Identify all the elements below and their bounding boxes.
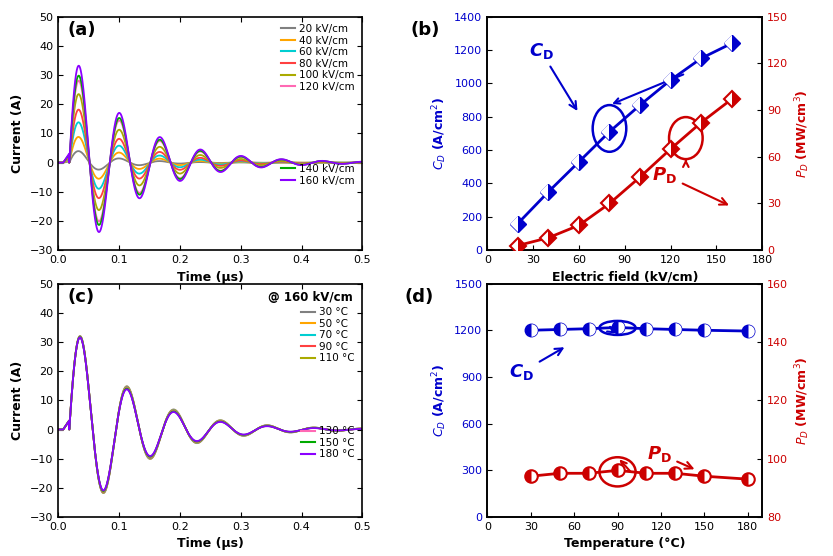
Y-axis label: $C_D$ (A/cm$^2$): $C_D$ (A/cm$^2$)	[430, 97, 449, 170]
Text: (a): (a)	[67, 21, 96, 39]
X-axis label: Time (μs): Time (μs)	[177, 271, 244, 284]
Text: (b): (b)	[411, 21, 440, 39]
X-axis label: Electric field (kV/cm): Electric field (kV/cm)	[551, 271, 698, 284]
Y-axis label: $P_D$ (MW/cm$^3$): $P_D$ (MW/cm$^3$)	[794, 89, 812, 178]
Text: (d): (d)	[405, 288, 434, 306]
X-axis label: Temperature (°C): Temperature (°C)	[564, 538, 686, 550]
Legend: 130 °C, 150 °C, 180 °C: 130 °C, 150 °C, 180 °C	[298, 424, 357, 461]
Text: $\bfit{C}_{\rm\bf D}$: $\bfit{C}_{\rm\bf D}$	[509, 349, 562, 382]
X-axis label: Time (μs): Time (μs)	[177, 538, 244, 550]
Legend: 140 kV/cm, 160 kV/cm: 140 kV/cm, 160 kV/cm	[278, 162, 357, 188]
Y-axis label: $C_D$ (A/cm$^2$): $C_D$ (A/cm$^2$)	[430, 364, 449, 437]
Text: $\bfit{P}_{\rm\bf D}$: $\bfit{P}_{\rm\bf D}$	[652, 165, 727, 205]
Y-axis label: Current (A): Current (A)	[12, 94, 24, 173]
Y-axis label: Current (A): Current (A)	[12, 361, 24, 440]
Text: (c): (c)	[67, 288, 95, 306]
Text: $\bfit{C}_{\rm\bf D}$: $\bfit{C}_{\rm\bf D}$	[528, 41, 576, 109]
Text: @ 160 kV/cm: @ 160 kV/cm	[268, 291, 353, 304]
Text: $\bfit{P}_{\rm\bf D}$: $\bfit{P}_{\rm\bf D}$	[646, 444, 692, 469]
Y-axis label: $P_D$ (MW/cm$^3$): $P_D$ (MW/cm$^3$)	[794, 356, 812, 445]
